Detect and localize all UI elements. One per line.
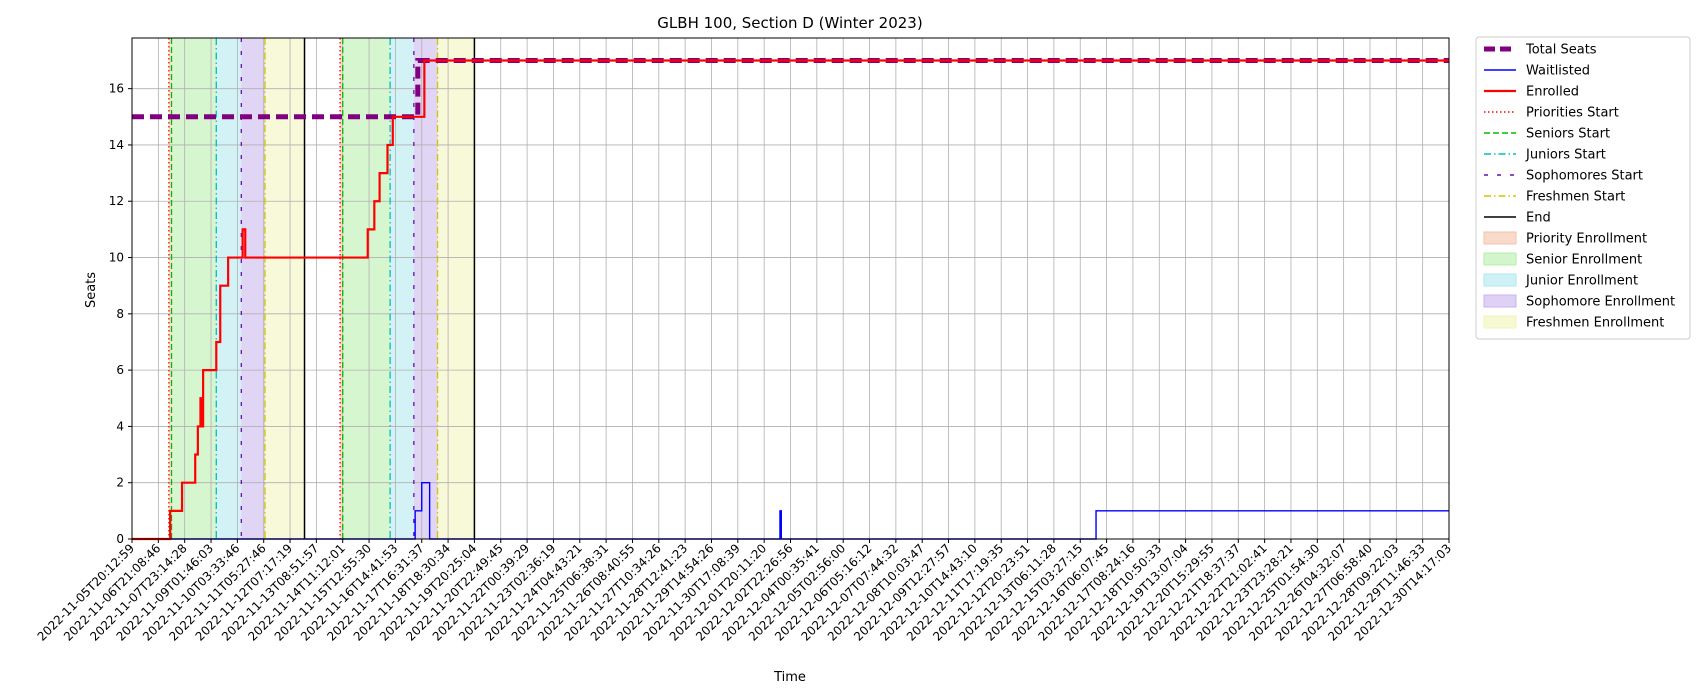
legend-label-enrolled: Enrolled [1526, 85, 1579, 100]
y-tick-label: 16 [109, 82, 124, 96]
region-freshmen-enrollment [265, 38, 305, 539]
legend-label-priority-enrollment: Priority Enrollment [1526, 232, 1647, 247]
region-sophomore-enrollment [241, 38, 266, 539]
legend-label-junior-enrollment: Junior Enrollment [1525, 274, 1638, 289]
phase-markers [168, 38, 476, 539]
chart-title: GLBH 100, Section D (Winter 2023) [657, 14, 922, 32]
region-senior-enrollment [342, 38, 391, 539]
enrollment-regions [168, 38, 475, 539]
legend-label-senior-enrollment: Senior Enrollment [1526, 253, 1642, 268]
legend-label-freshmen-enrollment: Freshmen Enrollment [1526, 316, 1664, 331]
region-sophomore-enrollment [413, 38, 438, 539]
region-junior-enrollment [390, 38, 414, 539]
legend-swatch-priority-enrollment [1483, 231, 1517, 245]
legend-label-end: End [1526, 211, 1551, 226]
region-priority-enrollment [168, 38, 172, 539]
legend-swatch-freshmen-enrollment [1483, 315, 1517, 329]
x-axis-ticks: 2022-11-05T20:12:592022-11-06T21:08:4620… [35, 539, 1454, 644]
y-tick-label: 10 [109, 251, 124, 265]
gridlines [131, 38, 1450, 540]
y-tick-label: 12 [109, 194, 124, 208]
legend: Total Seats Waitlisted Enrolled Priorities … [1475, 36, 1691, 340]
legend-box [1475, 36, 1691, 340]
legend-swatch-sophomore-enrollment [1483, 294, 1517, 308]
y-tick-label: 14 [109, 138, 124, 152]
x-axis-label: Time [773, 670, 806, 685]
legend-label-juniors-start: Juniors Start [1525, 148, 1606, 163]
legend-label-seniors-start: Seniors Start [1526, 127, 1610, 142]
region-senior-enrollment [171, 38, 217, 539]
series-enrolled [132, 59, 1449, 541]
legend-swatch-senior-enrollment [1483, 252, 1517, 266]
y-tick-label: 0 [116, 532, 124, 546]
y-tick-label: 2 [116, 476, 124, 490]
y-tick-label: 4 [116, 419, 124, 433]
legend-label-priorities-start: Priorities Start [1526, 106, 1619, 121]
legend-label-waitlisted: Waitlisted [1526, 64, 1590, 79]
y-axis-label: Seats [84, 272, 99, 308]
region-priority-enrollment [340, 38, 343, 539]
y-axis-ticks: 0 2 4 6 8 10 12 14 16 [109, 82, 132, 546]
legend-label-total-seats: Total Seats [1525, 43, 1597, 58]
y-tick-label: 6 [116, 363, 124, 377]
legend-label-freshmen-start: Freshmen Start [1526, 190, 1625, 205]
legend-label-sophomore-enrollment: Sophomore Enrollment [1526, 295, 1675, 310]
region-freshmen-enrollment [437, 38, 475, 539]
legend-swatch-junior-enrollment [1483, 273, 1517, 287]
y-tick-label: 8 [116, 307, 124, 321]
legend-label-sophomores-start: Sophomores Start [1526, 169, 1643, 184]
